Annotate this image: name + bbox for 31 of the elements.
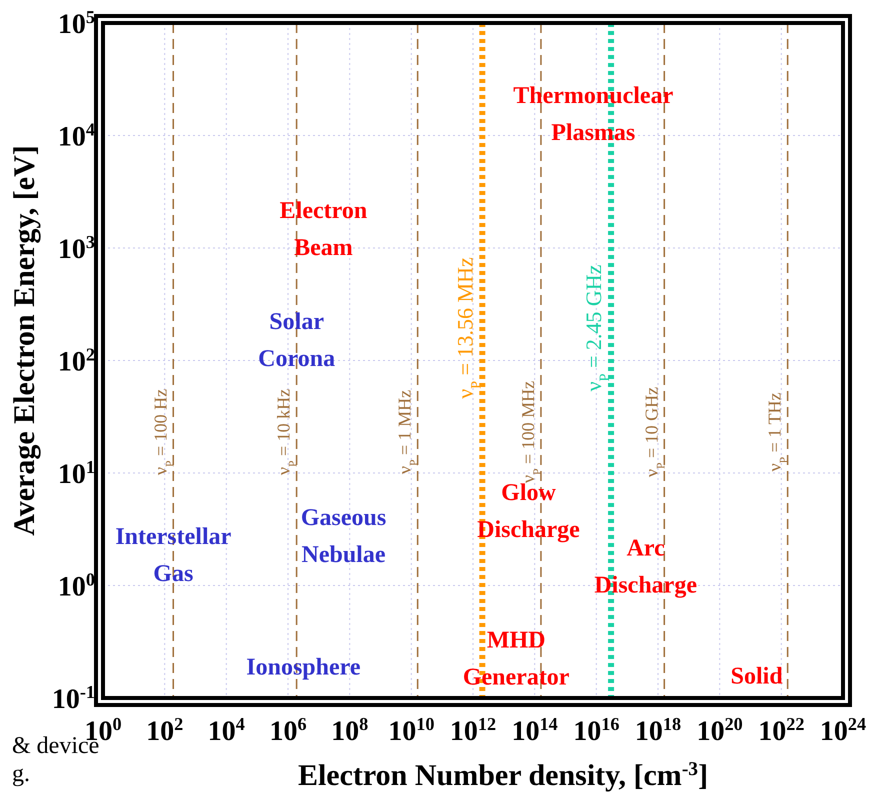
annotation: Solid [730,664,784,690]
y-tick-label: 10$^{2}$ [58,344,95,378]
x-tick-label: 10$^{24}$ [820,714,866,747]
annotation: Arc Discharge [594,535,698,598]
y-tick-label: 10$^{3}$ [58,232,95,265]
text: g. [12,761,30,787]
x-tick-label: 10$^{18}$ [634,714,682,747]
x-tick-label: 10$^{20}$ [696,714,743,747]
annotation: MHD Generator [462,628,570,690]
x-tick-label: 10$^{12}$ [450,714,496,747]
x-axis-title: Electron Number density, [cm$^{-3}$] [298,758,708,792]
y-tick-label: 10$^{1}$ [58,457,95,490]
x-tick-label: 10$^{22}$ [758,714,804,747]
annotation: Solar Corona [258,309,336,372]
x-tick-label: 10$^{10}$ [388,714,434,747]
x-tick-label: 10$^{14}$ [512,714,558,747]
annotation: Gaseous Nebulae [300,504,386,568]
y-tick-label: 10$^{4}$ [58,120,95,152]
x-tick-label: 10$^{4}$ [208,714,245,747]
x-tick-label: 10$^{8}$ [331,714,368,747]
y-axis-title: Average Electron Energy, [eV] [8,145,41,536]
y-tick-label: 10$^{5}$ [58,7,95,40]
annotation: Thermonuclear Plasmas [513,83,674,146]
y-tick-label: 10$^{-1}$ [52,682,95,715]
x-tick-label: 10$^{2}$ [146,714,184,747]
annotation: Interstellar Gas [115,524,232,587]
x-tick-label: 10$^{16}$ [573,714,620,747]
x-tick-label: 10$^{6}$ [269,714,307,747]
y-tick-label: 10$^{0}$ [58,570,95,602]
annotation: Ionosphere [246,654,361,680]
annotation: Electron Beam [280,198,368,261]
